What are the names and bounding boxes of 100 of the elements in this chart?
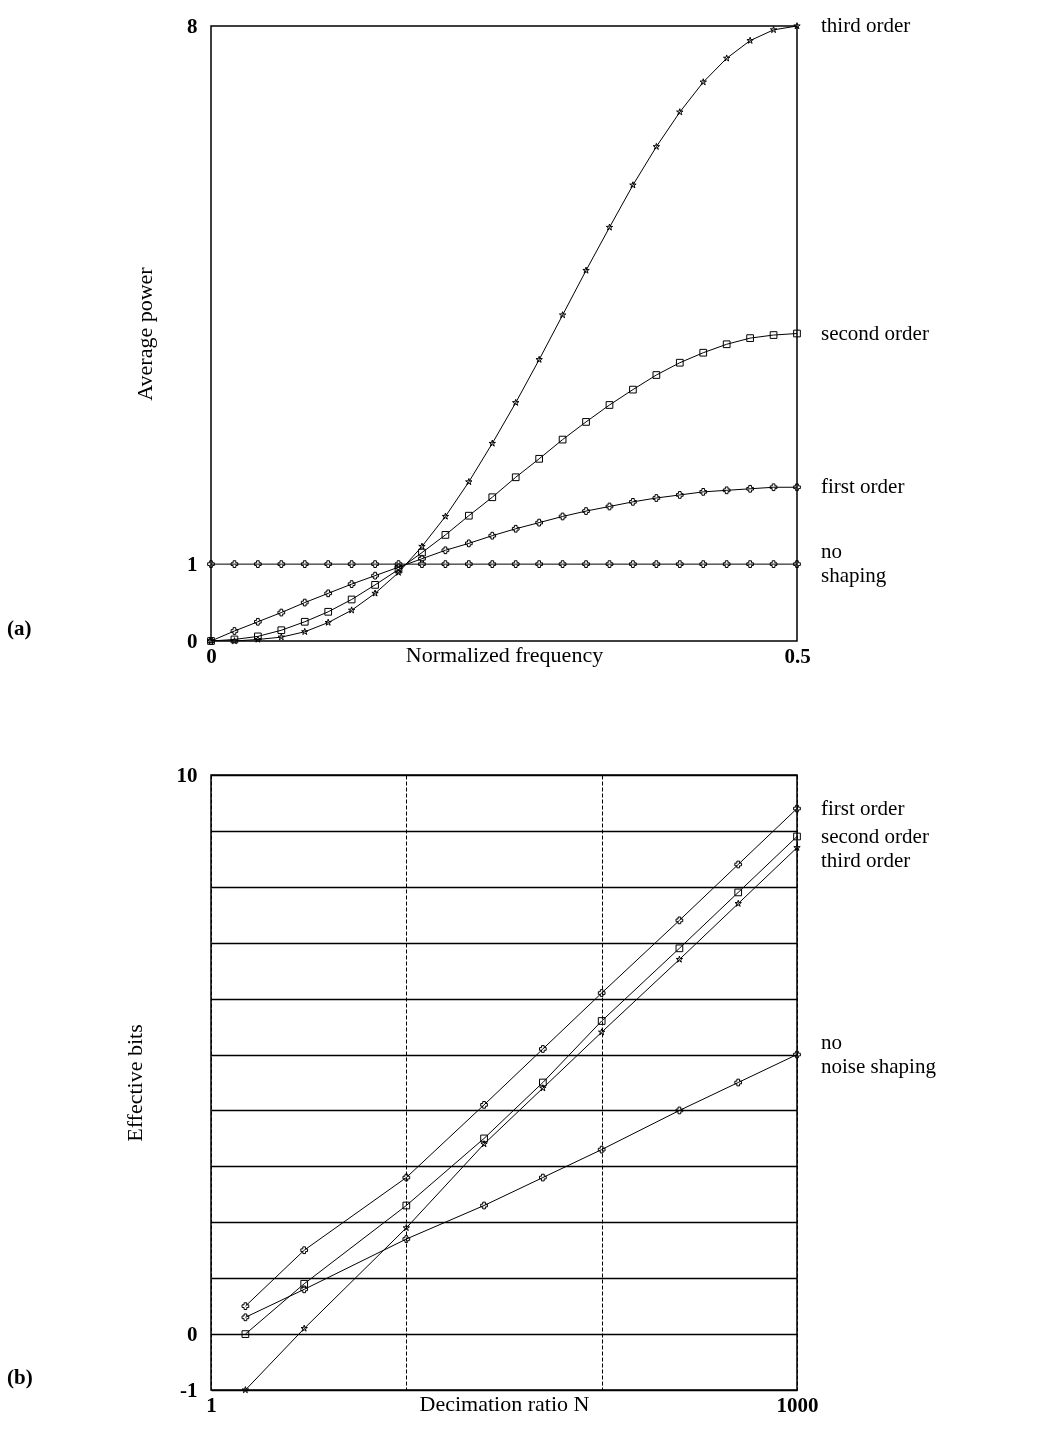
point bbox=[652, 371, 661, 379]
point bbox=[769, 25, 778, 34]
series-label: third order bbox=[821, 847, 911, 872]
point bbox=[769, 331, 778, 339]
point bbox=[441, 560, 450, 568]
point bbox=[207, 560, 215, 568]
point bbox=[301, 627, 309, 635]
point bbox=[535, 454, 544, 463]
point bbox=[769, 483, 778, 492]
point bbox=[558, 435, 567, 444]
point bbox=[699, 560, 708, 568]
series-label: second order bbox=[821, 320, 929, 345]
point bbox=[512, 398, 520, 406]
point bbox=[652, 494, 661, 502]
point bbox=[371, 560, 379, 568]
point bbox=[558, 311, 567, 319]
point bbox=[418, 548, 426, 557]
point bbox=[582, 266, 590, 274]
series-label: second order bbox=[821, 823, 929, 848]
point bbox=[746, 560, 754, 568]
point bbox=[464, 539, 473, 548]
point bbox=[300, 560, 309, 568]
series-label: third order bbox=[821, 13, 911, 37]
point bbox=[699, 78, 707, 86]
point bbox=[254, 560, 262, 568]
point bbox=[652, 560, 661, 568]
point bbox=[324, 618, 332, 626]
point bbox=[277, 633, 286, 641]
point bbox=[347, 595, 356, 604]
point bbox=[746, 36, 754, 44]
point bbox=[652, 142, 661, 150]
x-tick-label: 0.5 bbox=[784, 643, 811, 668]
point bbox=[418, 554, 426, 563]
point bbox=[793, 560, 801, 568]
point bbox=[722, 560, 731, 568]
point bbox=[699, 488, 708, 496]
point bbox=[277, 608, 286, 617]
point bbox=[300, 617, 309, 626]
point bbox=[605, 502, 614, 511]
y-tick-label: -1 bbox=[180, 1377, 198, 1402]
point bbox=[371, 581, 379, 589]
y-tick-label: 10 bbox=[176, 762, 198, 787]
y-axis-title: Effective bits bbox=[121, 1024, 147, 1142]
point bbox=[465, 478, 473, 486]
point bbox=[722, 340, 731, 349]
point bbox=[558, 560, 567, 568]
point bbox=[254, 635, 262, 643]
point bbox=[675, 560, 684, 568]
point bbox=[629, 498, 637, 506]
point bbox=[418, 560, 426, 568]
point bbox=[793, 483, 801, 492]
point bbox=[582, 560, 590, 568]
point bbox=[605, 223, 614, 231]
text: (b) bbox=[7, 1365, 33, 1389]
y-tick-label: 1 bbox=[187, 551, 198, 576]
point bbox=[676, 108, 684, 116]
point bbox=[488, 531, 497, 540]
point bbox=[582, 507, 590, 515]
point bbox=[535, 518, 544, 527]
point bbox=[347, 560, 356, 568]
point bbox=[511, 473, 520, 482]
y-axis-title: Average power bbox=[132, 266, 157, 401]
x-tick-label: 1000 bbox=[776, 1392, 819, 1417]
series-label: no noise shaping bbox=[821, 1029, 937, 1078]
point bbox=[254, 632, 262, 641]
point bbox=[441, 531, 450, 539]
point bbox=[511, 560, 520, 568]
point bbox=[394, 560, 403, 568]
point bbox=[675, 358, 684, 367]
point bbox=[746, 334, 754, 342]
point bbox=[535, 355, 543, 363]
point bbox=[488, 560, 497, 568]
point bbox=[324, 607, 333, 616]
point bbox=[629, 385, 637, 394]
point bbox=[629, 181, 637, 189]
point bbox=[769, 560, 778, 568]
point bbox=[324, 589, 333, 598]
point bbox=[277, 560, 286, 568]
point bbox=[371, 571, 379, 580]
point bbox=[277, 626, 286, 635]
point bbox=[441, 546, 450, 555]
series-label: first order bbox=[821, 795, 905, 820]
point bbox=[441, 512, 450, 520]
y-tick-label: 0 bbox=[187, 1321, 198, 1346]
point bbox=[699, 348, 708, 357]
point bbox=[558, 512, 567, 521]
point bbox=[488, 493, 497, 502]
y-tick-label: 8 bbox=[187, 13, 198, 38]
x-axis-title: Decimation ratio N bbox=[419, 1390, 590, 1416]
point bbox=[511, 524, 520, 533]
point bbox=[605, 560, 614, 568]
x-axis-title: Normalized frequency bbox=[405, 641, 604, 667]
point bbox=[347, 580, 356, 588]
point bbox=[371, 589, 379, 597]
point bbox=[464, 560, 473, 568]
point bbox=[324, 560, 333, 568]
point bbox=[300, 598, 309, 607]
point bbox=[230, 627, 239, 635]
point bbox=[582, 418, 590, 426]
point bbox=[629, 560, 637, 568]
